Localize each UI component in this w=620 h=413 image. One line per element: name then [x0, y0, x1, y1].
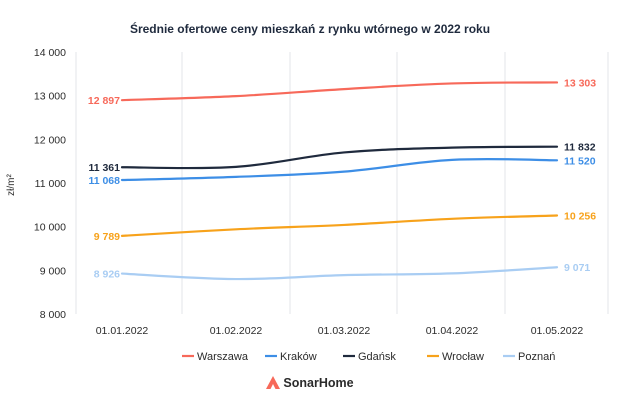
y-tick-label: 8 000	[40, 309, 66, 321]
series-layer	[120, 81, 559, 281]
x-tick-label: 01.03.2022	[318, 325, 371, 337]
series-line-poznan	[120, 266, 559, 281]
series-line-gdansk	[120, 145, 559, 170]
y-tick-label: 9 000	[40, 265, 66, 277]
x-axis-ticks: 01.01.2022 01.02.2022 01.03.2022 01.04.2022…	[96, 325, 584, 337]
x-tick-label: 01.05.2022	[531, 325, 584, 337]
series-line-krakow	[120, 157, 559, 182]
end-label-poznan: 9 071	[564, 262, 590, 274]
end-label-wroclaw: 10 256	[564, 210, 596, 222]
legend: Warszawa Kraków Gdańsk Wrocław Poznań	[182, 351, 555, 363]
end-label-gdansk: 11 832	[564, 142, 596, 154]
legend-label-gdansk: Gdańsk	[358, 351, 396, 363]
y-axis-label: zł/m²	[6, 174, 17, 196]
legend-label-poznan: Poznań	[518, 351, 555, 363]
grid-layer	[75, 52, 609, 314]
y-tick-label: 10 000	[34, 222, 66, 234]
start-label-warszawa: 12 897	[88, 95, 120, 107]
y-tick-label: 12 000	[34, 134, 66, 146]
x-tick-label: 01.01.2022	[96, 325, 149, 337]
brand-name: SonarHome	[283, 376, 354, 390]
data-labels: 12 897 13 303 11 068 11 520 11 361 11 832 9 78…	[88, 77, 596, 280]
series-line-wroclaw	[120, 214, 559, 237]
brand-footer: SonarHome	[0, 376, 620, 392]
end-label-krakow: 11 520	[564, 155, 596, 167]
start-label-krakow: 11 068	[88, 175, 120, 187]
legend-label-wroclaw: Wrocław	[442, 351, 484, 363]
end-label-warszawa: 13 303	[564, 77, 596, 89]
y-tick-label: 11 000	[35, 178, 66, 190]
x-tick-label: 01.02.2022	[210, 325, 263, 337]
start-label-gdansk: 11 361	[88, 162, 120, 174]
chart-title: Średnie ofertowe ceny mieszkań z rynku w…	[130, 21, 490, 36]
y-axis-ticks: 8 000 9 000 10 000 11 000 12 000 13 000 14 000	[34, 47, 66, 321]
x-tick-label: 01.04.2022	[426, 325, 479, 337]
y-tick-label: 14 000	[34, 47, 66, 59]
start-label-poznan: 8 926	[94, 269, 120, 281]
y-tick-label: 13 000	[34, 91, 66, 103]
sonarhome-logo-icon	[266, 376, 281, 392]
series-line-warszawa	[120, 81, 559, 102]
start-label-wroclaw: 9 789	[94, 231, 120, 243]
legend-label-krakow: Kraków	[280, 351, 317, 363]
legend-label-warszawa: Warszawa	[197, 351, 249, 363]
